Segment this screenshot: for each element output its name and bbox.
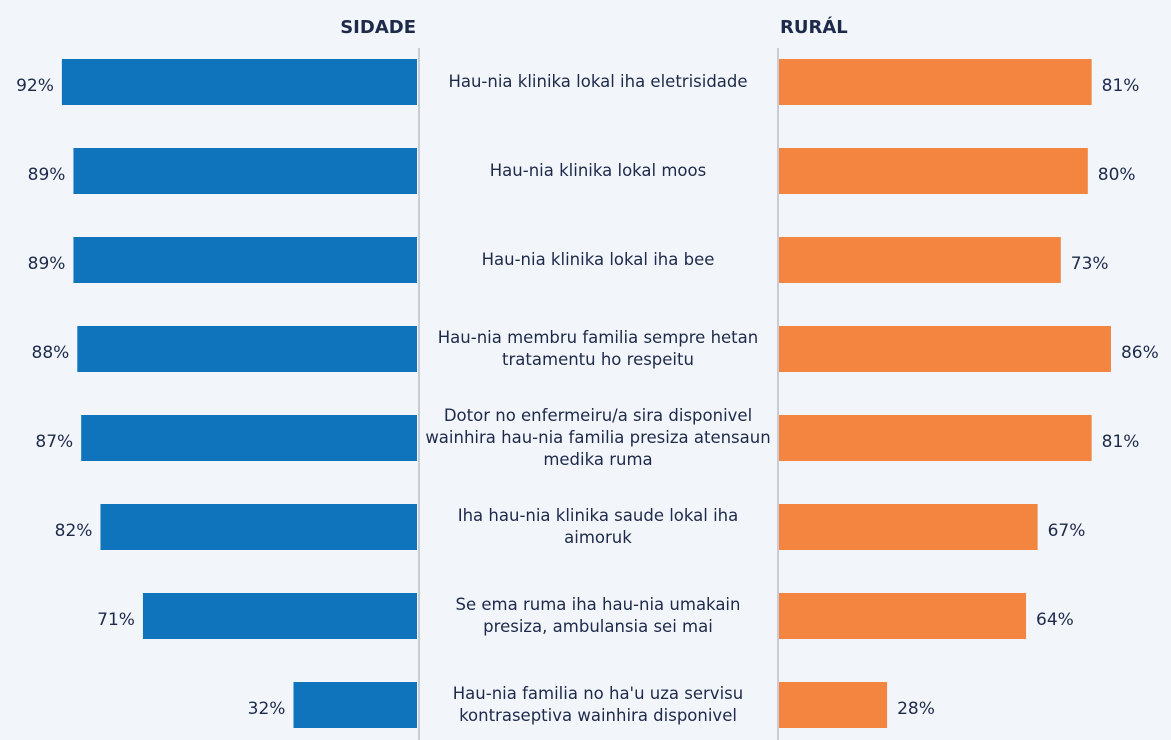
value-label: 81% — [1102, 76, 1140, 96]
bar — [779, 682, 888, 728]
bar — [779, 593, 1027, 639]
category-label: Se ema ruma iha hau-nia umakain presiza,… — [455, 595, 741, 636]
value-label: 67% — [1048, 521, 1086, 541]
bar — [61, 59, 417, 105]
value-label: 71% — [97, 610, 135, 630]
value-label: 32% — [248, 699, 286, 719]
bar — [142, 593, 417, 639]
value-label: 81% — [1102, 432, 1140, 452]
bar — [779, 504, 1038, 550]
value-label: 82% — [55, 521, 93, 541]
bar — [779, 148, 1088, 194]
value-label: 89% — [28, 165, 66, 185]
bar — [73, 148, 418, 194]
value-label: 86% — [1121, 343, 1159, 363]
series-header: SIDADE — [340, 17, 416, 38]
bar — [779, 237, 1061, 283]
category-label: Hau-nia familia no ha'u uza servisu kont… — [452, 684, 744, 725]
bar — [100, 504, 417, 550]
bar — [779, 415, 1092, 461]
value-label: 88% — [32, 343, 70, 363]
bar — [73, 237, 418, 283]
category-label: Hau-nia klinika lokal iha bee — [481, 250, 715, 269]
value-label: 89% — [28, 254, 66, 274]
bar — [77, 326, 417, 372]
value-label: 64% — [1036, 610, 1074, 630]
category-label: Iha hau-nia klinika saude lokal iha aimo… — [457, 506, 739, 547]
series-header: RURÁL — [780, 16, 848, 38]
bar — [779, 59, 1092, 105]
category-label: Dotor no enfermeiru/a sira disponivel wa… — [425, 406, 771, 469]
bar — [81, 415, 418, 461]
value-label: 73% — [1071, 254, 1109, 274]
bar — [293, 682, 417, 728]
bar — [779, 326, 1111, 372]
value-label: 28% — [897, 699, 935, 719]
value-label: 87% — [35, 432, 73, 452]
category-label: Hau-nia klinika lokal moos — [489, 161, 707, 180]
value-label: 80% — [1098, 165, 1136, 185]
category-label: Hau-nia membru familia sempre hetan trat… — [437, 328, 759, 369]
value-label: 92% — [16, 76, 54, 96]
category-label: Hau-nia klinika lokal iha eletrisidade — [448, 72, 748, 91]
